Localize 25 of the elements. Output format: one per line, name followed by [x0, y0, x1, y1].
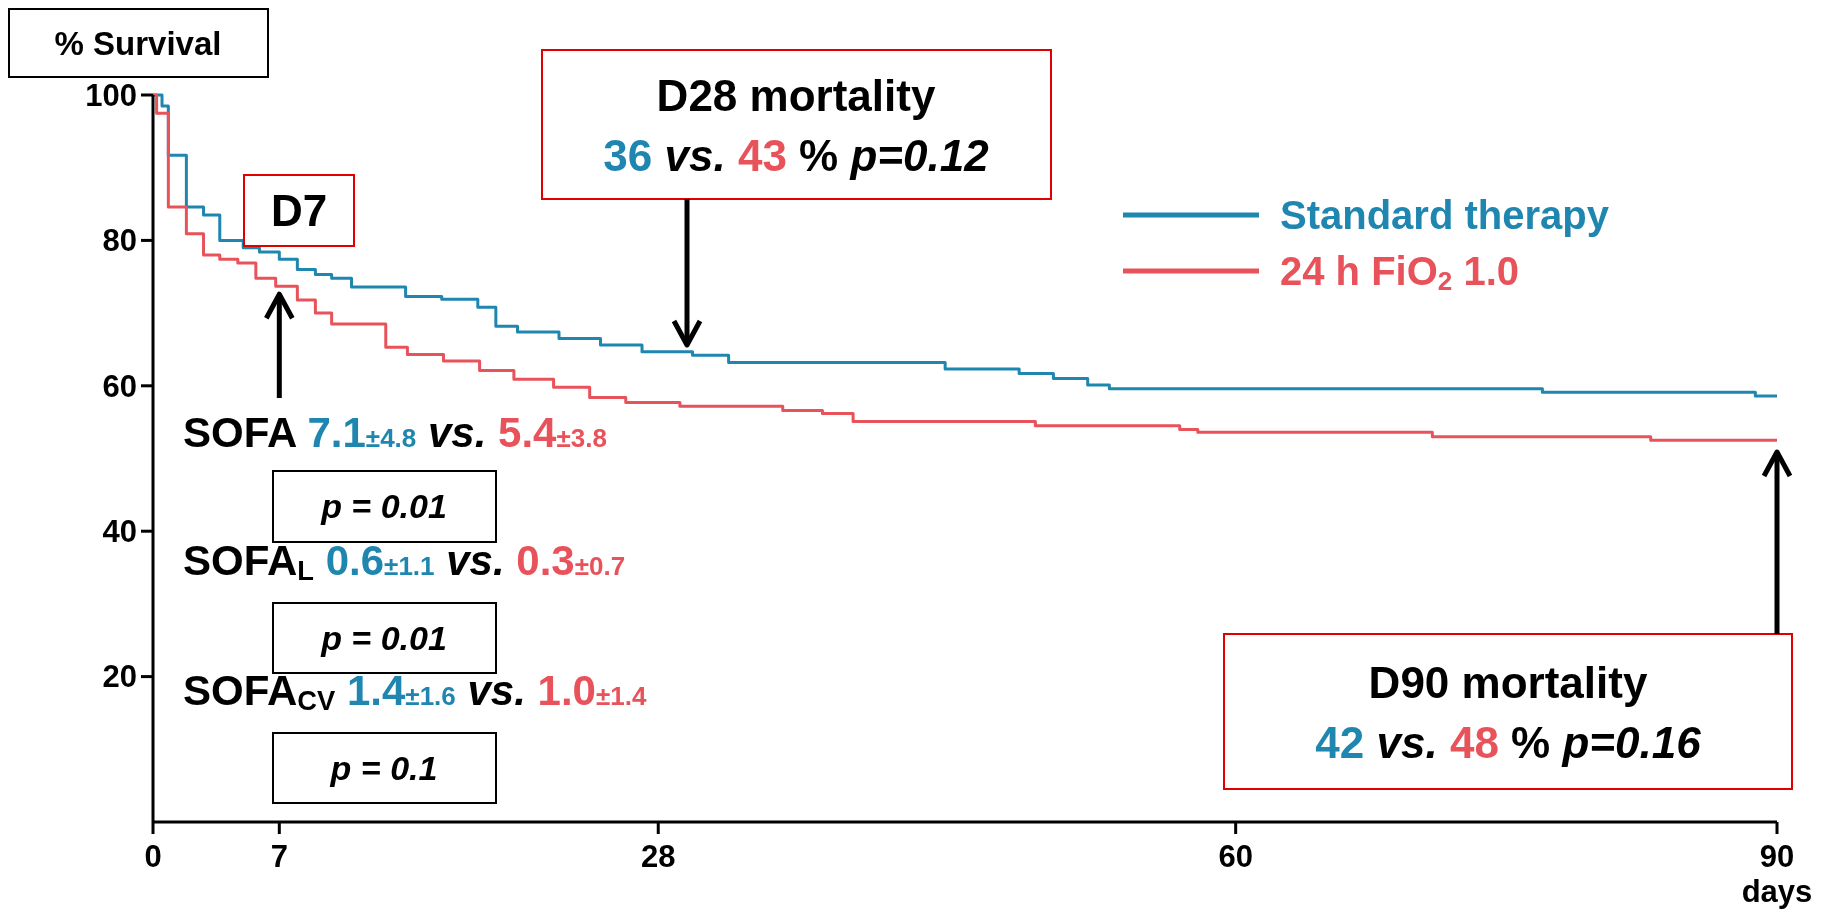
annotation: p = 0.01	[320, 619, 447, 658]
annotation: 36 vs. 43 % p=0.12	[603, 130, 990, 180]
annotation: SOFA 7.1±4.8 vs. 5.4±3.8	[183, 409, 607, 456]
annotation: 42 vs. 48 % p=0.16	[1315, 717, 1702, 767]
y-axis-title: % Survival	[54, 24, 222, 62]
annotation: p = 0.01	[320, 487, 447, 526]
y-tick-label: 60	[102, 368, 137, 404]
annotation: D7	[270, 185, 328, 235]
y-tick-label: 40	[102, 514, 137, 550]
x-tick-label: 0	[144, 839, 162, 874]
x-tick-label: 60	[1218, 839, 1253, 874]
y-tick-label: 100	[85, 77, 137, 113]
x-tick-label: 7	[270, 839, 288, 874]
annotation: SOFA$_{L}$ 0.6±1.1 vs. 0.3±0.7	[183, 537, 626, 586]
annotation: p = 0.1	[329, 749, 438, 788]
annotation: SOFA$_{CV}$ 1.4±1.6 vs. 1.0±1.4	[183, 667, 647, 716]
y-tick-label: 80	[102, 223, 137, 259]
x-axis-title: days	[1741, 874, 1813, 909]
annotation: D28 mortality	[656, 70, 936, 120]
legend-label: Standard therapy	[1280, 193, 1610, 237]
annotation: D90 mortality	[1368, 657, 1648, 707]
y-tick-label: 20	[102, 659, 137, 695]
x-tick-label: 90	[1759, 839, 1795, 874]
legend-label: 24 h FiO$_{2}$ 1.0	[1280, 249, 1519, 296]
x-tick-label: 28	[641, 839, 676, 874]
